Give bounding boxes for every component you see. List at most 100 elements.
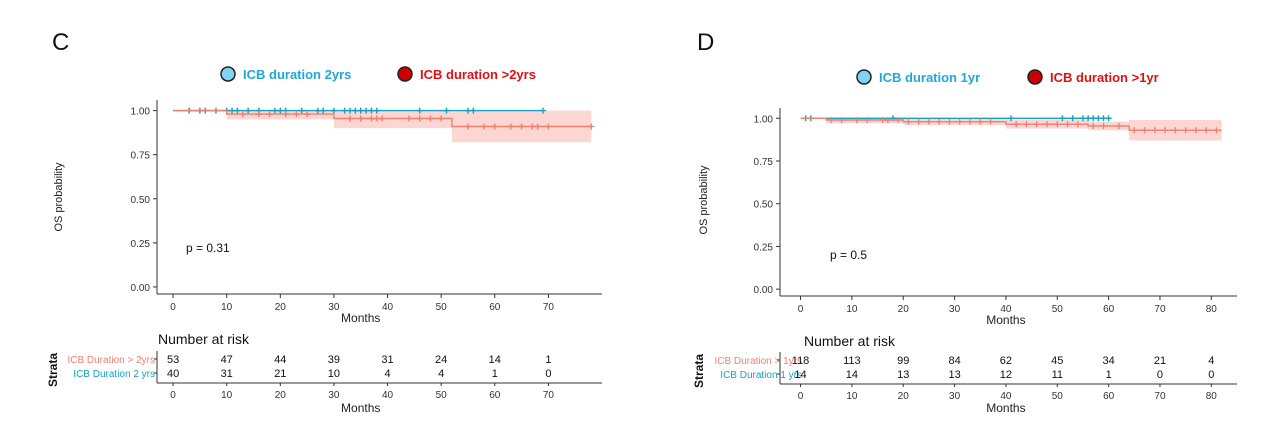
confidence-band [826, 118, 904, 124]
censor-mark [854, 116, 861, 123]
y-tick-label: 0.75 [754, 157, 774, 168]
risk-count: 62 [1000, 355, 1012, 367]
x-tick-label: 30 [949, 304, 961, 315]
risk-count: 113 [843, 355, 861, 367]
risk-x-tick-label: 60 [489, 390, 501, 401]
x-tick-label: 20 [275, 302, 287, 313]
panel-label: C [52, 29, 69, 56]
km-chart-d: D ICB duration 1yr ICB duration >1yr 0.00 0.… [692, 29, 1237, 415]
censor-mark [368, 107, 375, 114]
risk-count: 0 [1208, 369, 1214, 381]
risk-x-tick-label: 40 [1000, 391, 1012, 402]
legend-label: ICB duration >2yrs [420, 67, 536, 82]
censor-mark [1059, 115, 1066, 122]
risk-count: 13 [897, 369, 909, 381]
y-tick-label: 0.75 [131, 151, 151, 162]
censor-mark [1090, 122, 1097, 129]
risk-count: 14 [846, 369, 858, 381]
censor-mark [368, 115, 375, 122]
risk-count: 53 [167, 354, 179, 366]
censor-mark [1033, 121, 1040, 128]
risk-row-label: ICB Duration 1 yrs [720, 370, 802, 381]
censor-mark [838, 116, 845, 123]
risk-count: 11 [1052, 369, 1063, 381]
censor-mark [443, 107, 450, 114]
p-value: p = 0.31 [186, 241, 230, 255]
censor-mark [1115, 122, 1122, 129]
censor-mark [518, 123, 525, 130]
censor-mark [1203, 127, 1210, 134]
x-tick-label: 30 [328, 302, 340, 313]
risk-row-label: ICB Duration 2 yrs [73, 369, 155, 380]
censor-mark [895, 116, 902, 123]
censor-mark [1085, 115, 1092, 122]
censor-mark [277, 107, 284, 114]
risk-x-tick-label: 50 [1052, 391, 1064, 402]
risk-count: 0 [1157, 369, 1163, 381]
km-chart-c: C ICB duration 2yrs ICB duration >2yrs 0.00… [46, 29, 602, 415]
censor-mark [1172, 127, 1179, 134]
risk-x-tick-label: 20 [275, 390, 287, 401]
panel-label: D [697, 29, 714, 56]
risk-count: 4 [438, 368, 444, 380]
censor-mark [987, 118, 994, 125]
x-tick-label: 50 [1052, 304, 1064, 315]
censor-mark [304, 111, 311, 118]
censor-mark [1008, 115, 1015, 122]
y-tick-label: 1.00 [754, 114, 774, 125]
censor-mark [320, 107, 327, 114]
censor-mark [416, 107, 423, 114]
p-value: p = 0.5 [830, 248, 867, 262]
censor-mark [352, 107, 359, 114]
risk-x-tick-label: 30 [328, 390, 340, 401]
censor-mark [234, 107, 241, 114]
censor-mark [1013, 121, 1020, 128]
risk-x-tick-label: 40 [382, 390, 394, 401]
censor-mark [915, 118, 922, 125]
km-panel-d: D ICB duration 1yr ICB duration >1yr 0.00 0.… [640, 0, 1267, 426]
x-tick-label: 20 [898, 304, 910, 315]
censor-mark [946, 118, 953, 125]
risk-count: 0 [545, 368, 551, 380]
strata-label: Strata [692, 354, 706, 388]
risk-count: 1 [545, 354, 551, 366]
risk-x-tick-label: 60 [1103, 391, 1115, 402]
x-tick-label: 40 [1000, 304, 1012, 315]
x-tick-label: 80 [1206, 304, 1218, 315]
x-axis-label: Months [341, 311, 380, 325]
x-tick-label: 0 [170, 302, 176, 313]
risk-row-label: ICB Duration > 2yrs [67, 355, 155, 366]
censor-mark [1151, 127, 1158, 134]
censor-mark [416, 115, 423, 122]
risk-count: 21 [274, 368, 286, 380]
legend-marker-icon [1027, 69, 1043, 85]
x-tick-label: 0 [798, 304, 804, 315]
y-axis-label: OS probability [698, 165, 710, 235]
legend-label: ICB duration 1yr [879, 70, 980, 85]
censor-mark [534, 123, 541, 130]
risk-x-tick-label: 30 [949, 391, 961, 402]
risk-count: 39 [328, 354, 340, 366]
confidence-band [333, 110, 452, 129]
risk-table-title: Number at risk [158, 331, 250, 347]
censor-mark [1090, 115, 1097, 122]
y-tick-label: 0.50 [754, 200, 774, 211]
censor-mark [347, 107, 354, 114]
survival-curve [173, 109, 592, 128]
censor-mark [464, 107, 471, 114]
risk-count: 34 [1103, 355, 1115, 367]
legend-label: ICB duration 2yrs [243, 67, 351, 82]
x-tick-label: 70 [1154, 304, 1166, 315]
y-tick-label: 0.00 [131, 283, 151, 294]
censor-mark [588, 123, 595, 130]
censor-mark [438, 115, 445, 122]
censor-mark [864, 116, 871, 123]
censor-mark [1141, 127, 1148, 134]
risk-count: 21 [1154, 355, 1166, 367]
censor-mark [1074, 121, 1081, 128]
y-tick-label: 1.00 [131, 107, 151, 118]
risk-x-tick-label: 10 [221, 390, 233, 401]
censor-mark [255, 111, 262, 118]
x-tick-label: 60 [1103, 304, 1115, 315]
censor-mark [977, 118, 984, 125]
